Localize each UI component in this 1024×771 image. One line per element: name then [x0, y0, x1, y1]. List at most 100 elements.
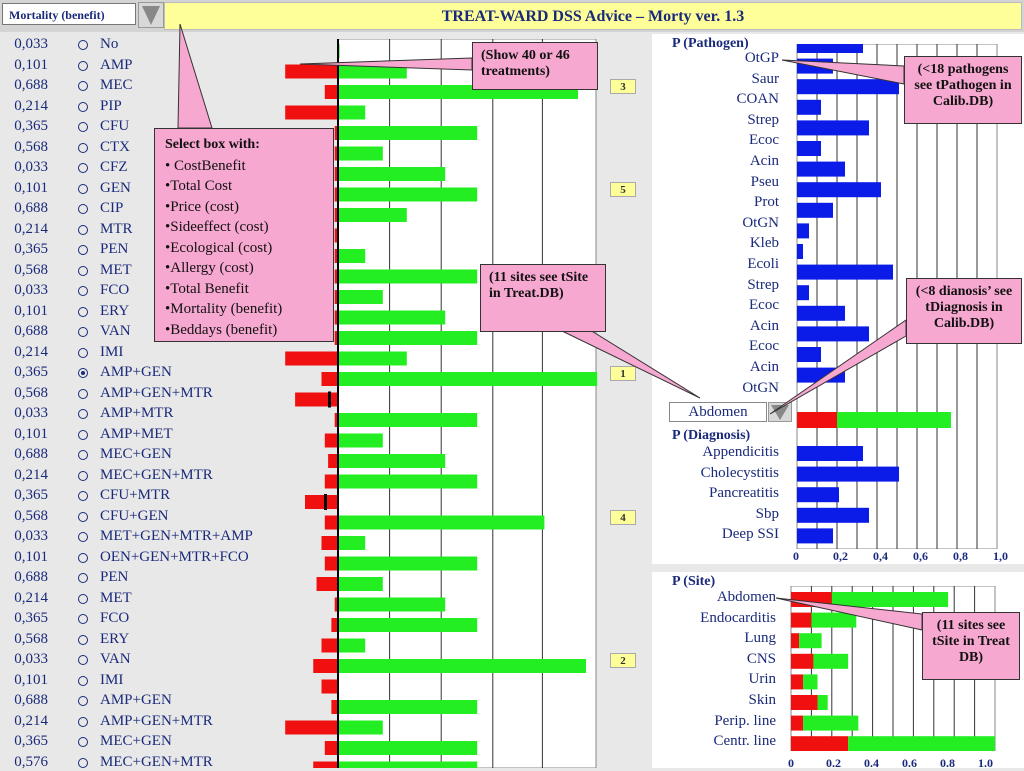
treatment-radio[interactable]	[78, 716, 88, 727]
probability-value: 0,568	[14, 261, 48, 278]
treatment-radio[interactable]	[78, 388, 88, 399]
cost-bar	[334, 310, 338, 325]
treatment-name[interactable]: AMP+MET	[100, 425, 173, 442]
treatment-radio[interactable]	[78, 306, 88, 317]
treatment-name[interactable]: ERY	[100, 630, 130, 647]
treatment-radio[interactable]	[78, 204, 88, 214]
treatment-name[interactable]: MEC+GEN	[100, 733, 172, 749]
treatment-radio[interactable]	[78, 183, 88, 194]
treatment-radio[interactable]	[78, 327, 88, 337]
treatment-radio[interactable]	[78, 614, 88, 624]
benefit-bar	[338, 269, 478, 284]
benefit-bar	[338, 208, 407, 222]
treatment-radio[interactable]	[78, 737, 88, 747]
treatment-radio[interactable]	[78, 491, 88, 501]
treatment-radio[interactable]	[78, 81, 88, 91]
probability-value: 0,033	[14, 282, 48, 298]
treatment-radio[interactable]	[78, 552, 88, 563]
treatment-name[interactable]: MET	[100, 589, 132, 606]
treatment-name[interactable]: FCO	[100, 610, 130, 626]
treatment-radio[interactable]	[78, 655, 88, 665]
treatment-radio[interactable]	[78, 573, 88, 583]
pathogen-bar	[797, 223, 809, 239]
site-select[interactable]: Abdomen	[669, 402, 767, 422]
treatment-name[interactable]: MTR	[100, 220, 133, 237]
treatment-name[interactable]: IMI	[100, 671, 124, 688]
treatment-name[interactable]: AMP+GEN+MTR	[100, 384, 213, 401]
treatment-name[interactable]: ERY	[100, 302, 130, 319]
treatment-name[interactable]: AMP+GEN	[100, 692, 172, 708]
site-dropdown-button[interactable]	[768, 402, 792, 422]
treatment-name[interactable]: PEN	[100, 241, 129, 257]
treatment-name[interactable]: MET	[100, 261, 132, 278]
treatment-name[interactable]: MEC+GEN	[100, 446, 172, 462]
treatment-radio[interactable]	[78, 511, 88, 522]
treatment-name[interactable]: CFU+MTR	[100, 487, 171, 503]
treatment-radio[interactable]	[78, 696, 88, 706]
treatment-name[interactable]: No	[100, 36, 119, 52]
treatment-radio[interactable]	[78, 101, 88, 112]
treatment-radio[interactable]	[78, 286, 88, 296]
benefit-bar	[338, 454, 446, 468]
treatment-radio[interactable]	[78, 470, 88, 481]
treatment-radio[interactable]	[78, 429, 88, 440]
diagnosis-bar	[797, 446, 863, 461]
treatment-radio[interactable]	[78, 245, 88, 255]
treatment-name[interactable]: CFZ	[100, 159, 128, 175]
treatment-name[interactable]: PEN	[100, 569, 129, 585]
treatment-radio[interactable]	[78, 675, 88, 686]
treatment-name[interactable]: AMP+GEN	[100, 364, 172, 380]
treatment-name[interactable]: CIP	[100, 200, 124, 216]
treatment-name[interactable]: VAN	[100, 651, 131, 667]
treatment-radio[interactable]	[78, 60, 88, 71]
benefit-bar	[338, 249, 366, 263]
treatment-radio[interactable]	[78, 265, 88, 276]
treatment-name[interactable]: IMI	[100, 343, 124, 360]
treatment-name[interactable]: CFU	[100, 118, 130, 134]
pathogen-label: OtGP	[744, 50, 779, 66]
pathogen-panel-title: P (Pathogen)	[672, 36, 749, 51]
treatment-name[interactable]: MEC+GEN+MTR	[100, 753, 213, 770]
treatment-radio[interactable]	[78, 593, 88, 604]
treatment-name[interactable]: CFU+GEN	[100, 507, 169, 524]
cost-bar	[285, 64, 338, 79]
pathogen-label: OtGN	[742, 379, 779, 396]
cost-bar	[321, 372, 338, 386]
treatment-name[interactable]: MEC+GEN+MTR	[100, 466, 213, 483]
treatment-name[interactable]: AMP	[100, 56, 133, 73]
site-label: Perip. line	[714, 712, 776, 729]
cost-bar	[334, 413, 338, 427]
treatment-name[interactable]: CTX	[100, 138, 130, 155]
treatment-radio[interactable]	[78, 450, 88, 460]
treatment-radio[interactable]	[78, 163, 88, 173]
treatment-radio[interactable]	[78, 368, 88, 378]
treatment-name[interactable]: VAN	[100, 323, 131, 339]
treatment-name[interactable]: OEN+GEN+MTR+FCO	[100, 548, 249, 565]
treatment-radio[interactable]	[78, 634, 88, 645]
treatment-name[interactable]: FCO	[100, 282, 130, 298]
treatment-name[interactable]: AMP+MTR	[100, 405, 174, 421]
treatment-radio[interactable]	[78, 40, 88, 50]
pathogen-label: COAN	[736, 91, 779, 108]
treatment-name[interactable]: PIP	[100, 97, 122, 114]
treatment-name[interactable]: GEN	[100, 179, 131, 196]
probability-value: 0,365	[14, 610, 48, 626]
diagnosis-bar	[797, 487, 839, 503]
cost-bar	[321, 679, 338, 694]
treatment-radio[interactable]	[78, 122, 88, 132]
treatment-name[interactable]: AMP+GEN+MTR	[100, 712, 213, 729]
criteria-select[interactable]: Mortality (benefit)	[2, 3, 136, 25]
treatment-radio[interactable]	[78, 532, 88, 542]
select-box-option: • CostBenefit	[165, 157, 246, 174]
benefit-bar	[338, 64, 407, 79]
pathogen-label: Ecoc	[749, 297, 779, 314]
treatment-radio[interactable]	[78, 224, 88, 235]
page-title: TREAT-WARD DSS Advice – Morty ver. 1.3	[164, 2, 1022, 30]
treatment-name[interactable]: MET+GEN+MTR+AMP	[100, 528, 253, 544]
select-dropdown-button[interactable]	[138, 2, 164, 28]
treatment-radio[interactable]	[78, 142, 88, 153]
treatment-radio[interactable]	[78, 409, 88, 419]
treatment-radio[interactable]	[78, 347, 88, 358]
treatment-name[interactable]: MEC	[100, 77, 133, 93]
treatment-radio[interactable]	[78, 757, 88, 768]
